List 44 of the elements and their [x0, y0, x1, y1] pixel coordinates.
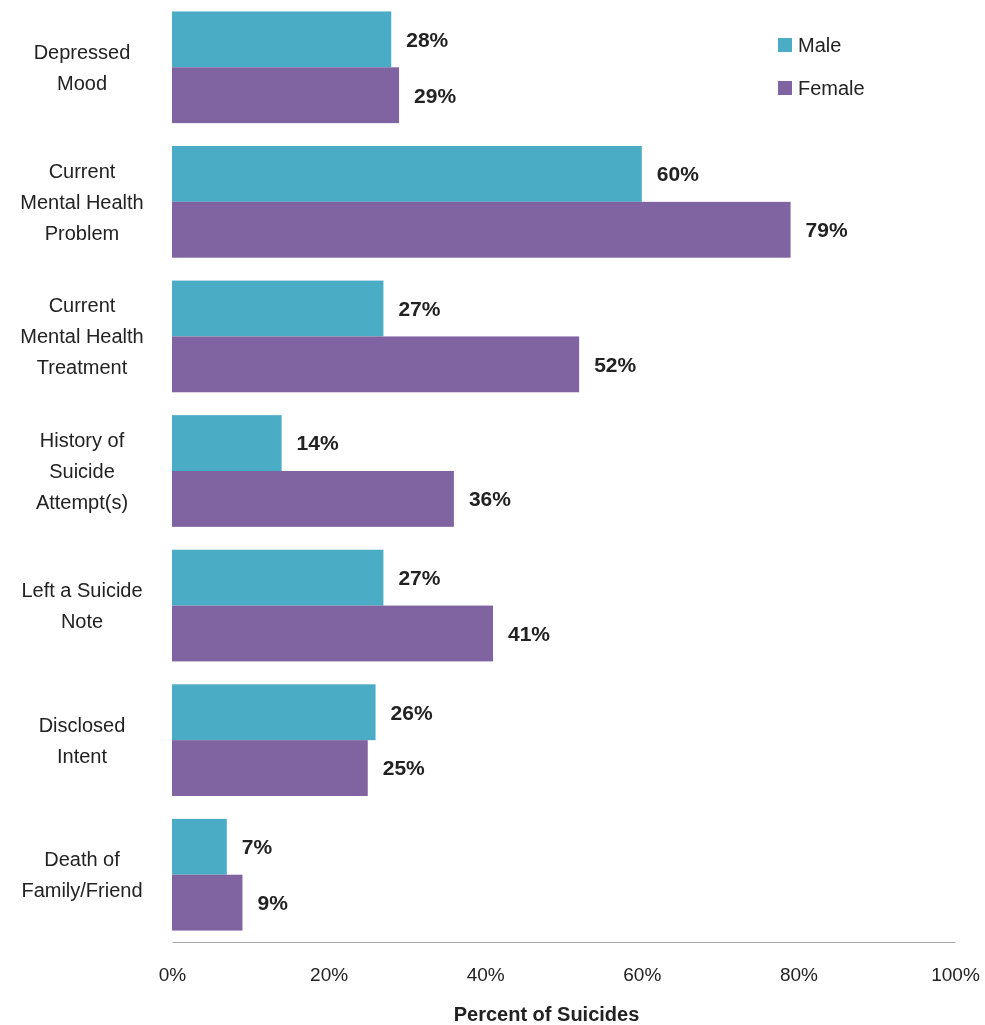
bar — [172, 684, 376, 741]
data-label: 7% — [241, 835, 273, 859]
y-tick-label: Disclosed Intent — [38, 713, 126, 767]
bar — [172, 336, 580, 393]
y-tick-label: Depressed Mood — [33, 40, 131, 94]
data-label: 52% — [594, 352, 637, 376]
x-tick-label: 60% — [623, 964, 662, 986]
bar — [172, 549, 384, 606]
legend-label: Male — [798, 34, 842, 56]
bar — [172, 605, 494, 662]
legend-label: Female — [798, 77, 865, 99]
data-label: 27% — [398, 566, 441, 589]
data-label: 14% — [296, 431, 339, 455]
data-label: 9% — [257, 890, 289, 914]
x-tick-label: 80% — [779, 964, 819, 986]
data-label: 25% — [382, 756, 426, 780]
x-axis-title: Percent of Suicides — [453, 1003, 640, 1025]
y-tick-label: Left a Suicide Note — [21, 579, 143, 633]
data-label: 79% — [805, 218, 848, 242]
bar — [172, 874, 243, 931]
x-tick-label: 100% — [931, 964, 980, 986]
bar — [172, 740, 368, 796]
data-label: 28% — [406, 27, 449, 51]
bar — [172, 818, 227, 875]
y-tick-label: History of Suicide Attempt(s) — [35, 429, 129, 513]
data-label: 36% — [468, 487, 512, 511]
bar — [172, 471, 454, 527]
y-tick-label: Current Mental Health Problem — [20, 159, 144, 244]
x-tick-label: 0% — [158, 964, 187, 986]
bar — [172, 67, 400, 124]
bar — [172, 415, 282, 471]
data-label: 29% — [414, 83, 457, 107]
bar — [172, 146, 642, 202]
data-label: 26% — [390, 700, 433, 724]
data-label: 41% — [508, 621, 551, 645]
y-tick-label: Current Mental Health Treatment — [20, 294, 144, 379]
x-tick-label: 40% — [466, 964, 505, 986]
x-tick-label: 20% — [310, 964, 349, 986]
bar — [172, 201, 791, 258]
bar — [172, 11, 392, 68]
y-tick-label: Death of Family/Friend — [21, 848, 143, 902]
bar — [172, 280, 384, 337]
data-label: 27% — [398, 296, 441, 320]
data-label: 60% — [656, 162, 700, 186]
